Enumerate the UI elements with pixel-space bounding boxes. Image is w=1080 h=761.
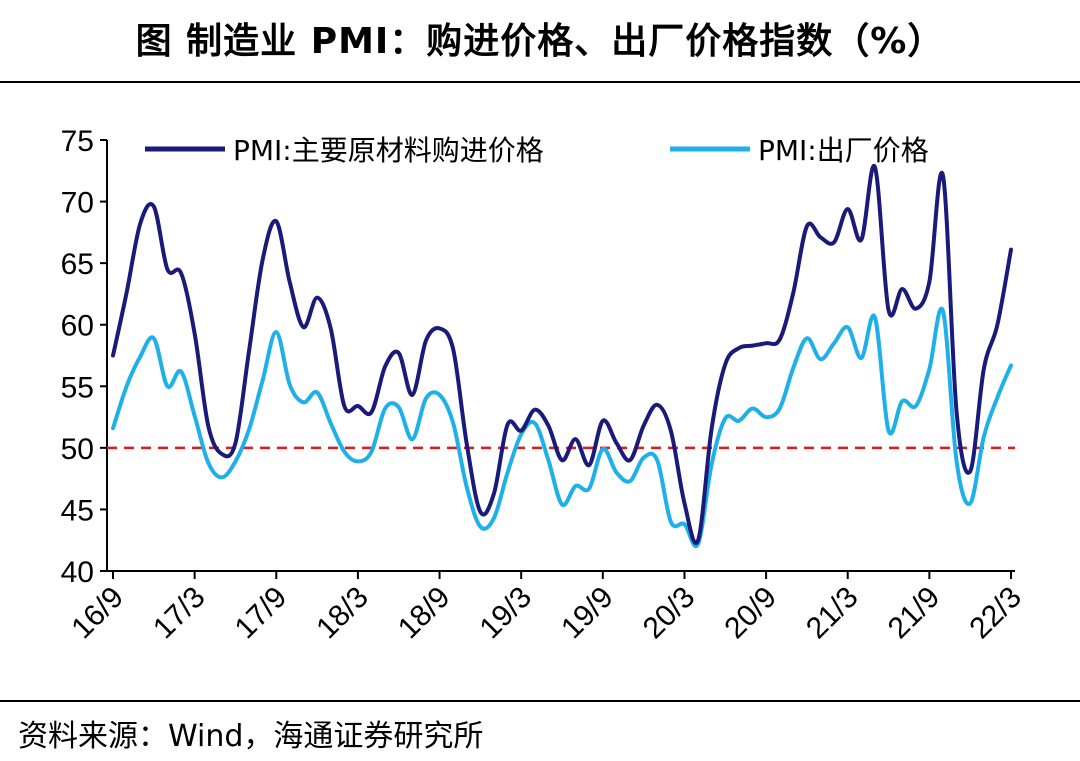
x-tick-label: 21/3: [800, 581, 865, 646]
legend: PMI:主要原材料购进价格 PMI:出厂价格: [145, 134, 929, 167]
series-lines: [111, 164, 1013, 549]
y-tick-label: 70: [61, 187, 94, 220]
source-divider: [0, 700, 1080, 702]
x-tick-label: 20/3: [637, 581, 702, 646]
x-tick-label: 17/9: [229, 581, 294, 646]
x-axis: 16/9 17/3 17/9 18/3 18/9 19/3 19/9 20/3 20/9 21/3…: [65, 570, 1028, 646]
line-chart: 40 45 50 55 60 65 70 75 16/9 17/3 17/9 18/3 18/9 19/…: [61, 125, 1028, 646]
x-tick-label: 19/3: [474, 581, 539, 646]
y-tick-label: 75: [61, 125, 94, 158]
x-tick-label: 17/3: [147, 581, 212, 646]
legend-item-factory-price: PMI:出厂价格: [670, 134, 929, 167]
series-line-purchase-price: [111, 164, 1013, 545]
source-note: 资料来源：Wind，海通证券研究所: [18, 719, 484, 754]
x-tick-label: 22/3: [963, 581, 1028, 646]
x-tick-label: 16/9: [65, 581, 130, 646]
legend-label: PMI:主要原材料购进价格: [233, 134, 544, 167]
x-tick-label: 21/9: [882, 581, 947, 646]
y-tick-label: 45: [61, 494, 94, 527]
chart-title: 图 制造业 PMI：购进价格、出厂价格指数（%）: [135, 21, 945, 62]
legend-item-purchase-price: PMI:主要原材料购进价格: [145, 134, 544, 167]
y-tick-label: 50: [61, 433, 94, 466]
y-tick-label: 55: [61, 371, 94, 404]
y-tick-label: 60: [61, 310, 94, 343]
y-axis: 40 45 50 55 60 65 70 75: [61, 125, 108, 589]
x-tick-label: 18/3: [310, 581, 375, 646]
title-divider: [0, 81, 1080, 83]
y-tick-label: 40: [61, 556, 94, 589]
x-tick-label: 18/9: [392, 581, 457, 646]
y-tick-label: 65: [61, 248, 94, 281]
legend-label: PMI:出厂价格: [758, 134, 929, 167]
x-tick-label: 19/9: [555, 581, 620, 646]
x-tick-label: 20/9: [718, 581, 783, 646]
series-line-factory-price: [111, 306, 1013, 549]
